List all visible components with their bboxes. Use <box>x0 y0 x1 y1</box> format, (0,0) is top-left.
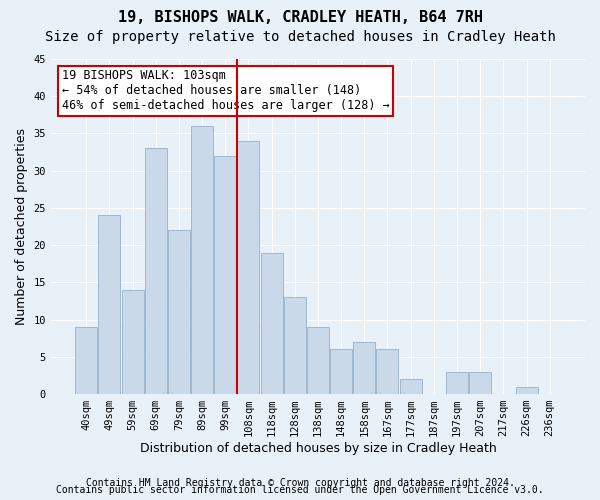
Bar <box>515 386 538 394</box>
Bar <box>446 372 468 394</box>
Bar <box>168 230 190 394</box>
Text: Size of property relative to detached houses in Cradley Heath: Size of property relative to detached ho… <box>44 30 556 44</box>
Bar <box>260 252 283 394</box>
Text: 19 BISHOPS WALK: 103sqm
← 54% of detached houses are smaller (148)
46% of semi-d: 19 BISHOPS WALK: 103sqm ← 54% of detache… <box>62 69 389 112</box>
Bar <box>98 216 121 394</box>
X-axis label: Distribution of detached houses by size in Cradley Heath: Distribution of detached houses by size … <box>140 442 496 455</box>
Bar <box>330 350 352 394</box>
Bar <box>307 327 329 394</box>
Bar <box>376 350 398 394</box>
Text: 19, BISHOPS WALK, CRADLEY HEATH, B64 7RH: 19, BISHOPS WALK, CRADLEY HEATH, B64 7RH <box>118 10 482 25</box>
Bar <box>75 327 97 394</box>
Bar <box>191 126 213 394</box>
Bar <box>122 290 143 394</box>
Y-axis label: Number of detached properties: Number of detached properties <box>15 128 28 325</box>
Bar <box>353 342 376 394</box>
Bar <box>145 148 167 394</box>
Bar <box>238 141 259 394</box>
Text: Contains HM Land Registry data © Crown copyright and database right 2024.: Contains HM Land Registry data © Crown c… <box>86 478 514 488</box>
Text: Contains public sector information licensed under the Open Government Licence v3: Contains public sector information licen… <box>56 485 544 495</box>
Bar <box>284 298 306 394</box>
Bar <box>469 372 491 394</box>
Bar <box>214 156 236 394</box>
Bar <box>400 379 422 394</box>
